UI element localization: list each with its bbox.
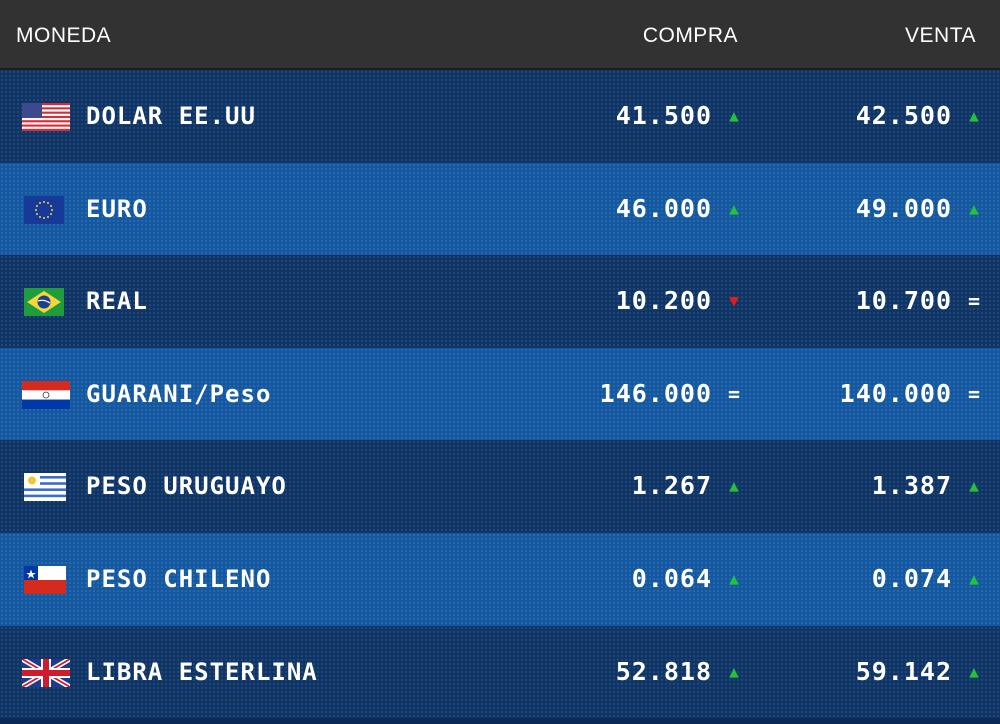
usa-flag-icon bbox=[22, 103, 70, 131]
trend-up-icon: ▲ bbox=[729, 476, 739, 496]
trend-up-icon: ▲ bbox=[969, 198, 979, 218]
trend-up-icon: ▲ bbox=[729, 661, 739, 681]
currency-name: DOLAR EE.UU bbox=[86, 102, 256, 130]
uruguay-flag-icon bbox=[22, 473, 70, 502]
trend-equal-icon: = bbox=[967, 289, 981, 314]
trend-equal-icon: = bbox=[967, 381, 981, 406]
compra-value: 41.500 bbox=[615, 101, 712, 130]
currency-name: PESO URUGUAYO bbox=[86, 472, 287, 501]
table-row: PESO URUGUAYO 1.267 ▲ 1.387 ▲ bbox=[0, 440, 1000, 533]
trend-equal-icon: = bbox=[727, 381, 741, 406]
compra-value: 146.000 bbox=[599, 378, 712, 408]
trend-up-icon: ▲ bbox=[729, 568, 739, 588]
trend-up-icon: ▲ bbox=[969, 661, 979, 681]
venta-value: 140.000 bbox=[839, 378, 952, 408]
table-row: EURO 46.000 ▲ 49.000 ▲ bbox=[0, 162, 1000, 256]
table-row: PESO CHILENO 0.064 ▲ 0.074 ▲ bbox=[0, 532, 1000, 626]
eu-flag-icon bbox=[22, 195, 70, 224]
trend-up-icon: ▲ bbox=[729, 106, 739, 125]
table-row: DOLAR EE.UU 41.500 ▲ 42.500 ▲ bbox=[0, 70, 1000, 163]
header-moneda: MONEDA bbox=[16, 24, 112, 47]
header-compra: COMPRA bbox=[642, 24, 738, 47]
currency-name: PESO CHILENO bbox=[86, 564, 272, 593]
compra-value: 0.064 bbox=[631, 563, 712, 593]
compra-value: 46.000 bbox=[615, 193, 712, 223]
compra-value: 10.200 bbox=[615, 286, 712, 316]
trend-down-icon: ▼ bbox=[729, 291, 739, 311]
venta-value: 10.700 bbox=[855, 286, 952, 316]
venta-value: 59.142 bbox=[855, 656, 952, 686]
table-row: GUARANI/Peso 146.000 = 140.000 = bbox=[0, 347, 1000, 441]
trend-up-icon: ▲ bbox=[969, 106, 979, 125]
currency-name: EURO bbox=[86, 194, 148, 223]
header-venta: VENTA bbox=[905, 24, 976, 47]
trend-up-icon: ▲ bbox=[729, 198, 739, 218]
table-row: REAL 10.200 ▼ 10.700 = bbox=[0, 255, 1000, 348]
uk-flag-icon bbox=[22, 658, 70, 687]
compra-value: 1.267 bbox=[631, 471, 712, 501]
brazil-flag-icon bbox=[22, 288, 70, 317]
venta-value: 49.000 bbox=[855, 193, 952, 223]
paraguay-flag-icon bbox=[22, 380, 70, 409]
rates-list: DOLAR EE.UU 41.500 ▲ 42.500 ▲ EURO bbox=[0, 70, 1000, 719]
trend-up-icon: ▲ bbox=[969, 476, 979, 496]
table-header: MONEDA COMPRA VENTA bbox=[0, 0, 1000, 70]
trend-up-icon: ▲ bbox=[969, 568, 979, 588]
currency-name: LIBRA ESTERLINA bbox=[86, 657, 318, 686]
venta-value: 42.500 bbox=[855, 101, 952, 130]
venta-value: 1.387 bbox=[871, 471, 952, 501]
currency-name: GUARANI/Peso bbox=[86, 379, 272, 408]
venta-value: 0.074 bbox=[871, 563, 952, 593]
table-row: LIBRA ESTERLINA 52.818 ▲ 59.142 ▲ bbox=[0, 625, 1000, 719]
chile-flag-icon bbox=[22, 565, 70, 594]
currency-name: REAL bbox=[86, 287, 148, 316]
compra-value: 52.818 bbox=[615, 656, 712, 686]
